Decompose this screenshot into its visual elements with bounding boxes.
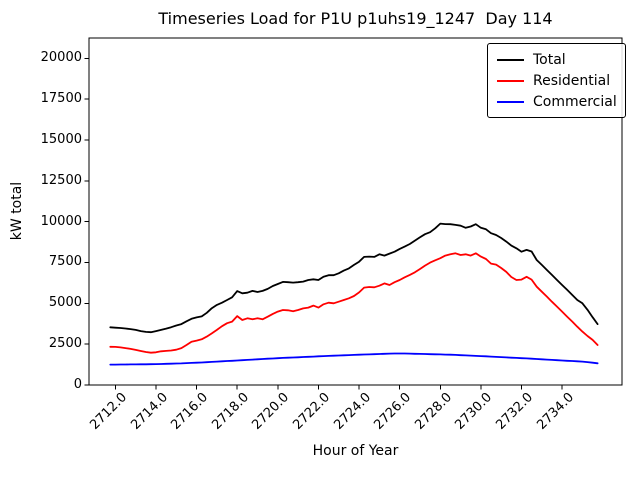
residential-line <box>109 252 599 354</box>
y-tick-label: 7500 <box>48 254 82 270</box>
commercial-line-swatch <box>497 100 524 103</box>
y-tick-label: 10000 <box>40 213 82 229</box>
legend-label-commercial: Commercial <box>533 93 617 110</box>
residential-line-swatch <box>497 79 524 82</box>
legend-entry-residential: Residential <box>497 70 616 91</box>
total-line-swatch <box>497 58 524 61</box>
y-tick-label: 15000 <box>40 131 82 147</box>
legend-entry-commercial: Commercial <box>497 91 617 112</box>
legend-entry-total: Total <box>497 49 616 70</box>
chart-title: Timeseries Load for P1U p1uhs19_1247 Day… <box>158 9 553 28</box>
x-axis-label: Hour of Year <box>312 443 399 459</box>
total-line <box>109 222 599 334</box>
legend: Total Residential Commercial <box>487 43 626 118</box>
y-tick-label: 20000 <box>40 50 82 66</box>
y-tick-label: 5000 <box>48 295 82 311</box>
y-tick-label: 17500 <box>40 91 82 107</box>
axes-spines <box>88 37 623 386</box>
y-tick-label: 0 <box>73 377 82 392</box>
legend-label-residential: Residential <box>533 72 611 89</box>
y-tick-label: 2500 <box>48 336 82 352</box>
legend-label-total: Total <box>533 51 566 68</box>
commercial-line <box>109 352 599 366</box>
y-tick-label: 12500 <box>40 172 82 188</box>
